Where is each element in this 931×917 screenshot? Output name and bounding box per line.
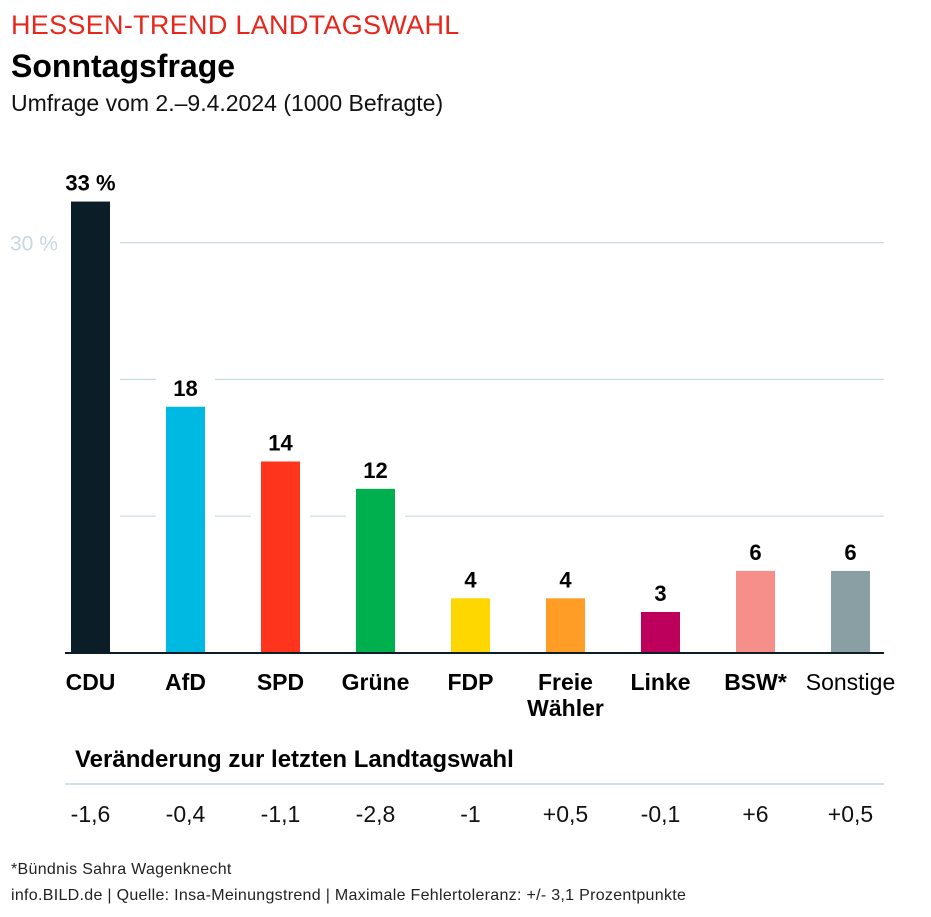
- value-label: 18: [173, 376, 197, 401]
- bar-chart: 30 % 33 % 18 14 12 4 4 3 6 6: [10, 165, 884, 654]
- category-label: SPD: [226, 669, 336, 695]
- bar-sonstige: [831, 570, 870, 653]
- change-value: +6: [742, 801, 769, 827]
- value-label: 4: [559, 567, 572, 592]
- changes-heading: Veränderung zur letzten Landtagswahl: [75, 746, 514, 773]
- bar-bsw: [736, 570, 775, 653]
- bars: [61, 165, 880, 653]
- value-label: 4: [464, 567, 477, 592]
- category-label-line: BSW*: [724, 669, 787, 695]
- category-label-line: Wähler: [527, 695, 604, 721]
- change-value: -1: [460, 801, 481, 827]
- bar-spd: [261, 461, 300, 653]
- category-label: BSW*: [701, 669, 811, 695]
- chart-kicker: HESSEN-TREND LANDTAGSWAHL: [11, 10, 460, 40]
- category-label: FDP: [416, 669, 526, 695]
- value-label: 3: [654, 581, 666, 606]
- source-line: info.BILD.de | Quelle: Insa-Meinungstren…: [11, 887, 687, 904]
- change-value: +0,5: [542, 801, 589, 827]
- change-value: -1,1: [260, 801, 301, 827]
- y-tick-label: 30 %: [10, 233, 58, 256]
- category-label-line: Grüne: [341, 669, 410, 695]
- category-label-line: Freie: [538, 669, 593, 695]
- bar-grüne: [356, 488, 395, 653]
- change-value: +0,5: [827, 801, 874, 827]
- bar-fdp: [451, 598, 490, 653]
- change-value: -2,8: [355, 801, 396, 827]
- category-label-line: CDU: [65, 669, 116, 695]
- chart-subtitle: Umfrage vom 2.–9.4.2024 (1000 Befragte): [11, 90, 444, 116]
- category-label: Linke: [606, 669, 716, 695]
- value-label: 6: [749, 540, 761, 565]
- category-label-line: Linke: [630, 669, 691, 695]
- value-label: 6: [844, 540, 856, 565]
- category-label: Grüne: [321, 669, 431, 695]
- bar-afd: [166, 406, 205, 653]
- bar-cdu: [71, 201, 110, 653]
- category-label: CDU: [36, 669, 146, 695]
- value-label: 33 %: [65, 171, 115, 196]
- y-axis-ticks: 30 %: [10, 233, 58, 256]
- category-label: Freie Wähler: [511, 669, 621, 721]
- footnote: *Bündnis Sahra Wagenknecht: [11, 861, 232, 878]
- changes-divider: [65, 783, 884, 785]
- value-label: 14: [268, 430, 293, 455]
- value-label: 12: [363, 458, 387, 483]
- change-value: -1,6: [70, 801, 111, 827]
- bar-linke: [641, 611, 680, 653]
- category-label: AfD: [131, 669, 241, 695]
- change-value: -0,1: [640, 801, 681, 827]
- value-labels: 33 % 18 14 12 4 4 3 6 6: [65, 171, 856, 606]
- category-label-line: Sonstige: [805, 669, 896, 695]
- bar-freie-wähler: [546, 598, 585, 653]
- change-value: -0,4: [165, 801, 206, 827]
- category-label-line: AfD: [165, 669, 206, 695]
- category-label-line: FDP: [447, 669, 494, 695]
- category-label-line: SPD: [256, 669, 305, 695]
- chart-title: Sonntagsfrage: [11, 48, 236, 84]
- category-label: Sonstige: [796, 669, 906, 695]
